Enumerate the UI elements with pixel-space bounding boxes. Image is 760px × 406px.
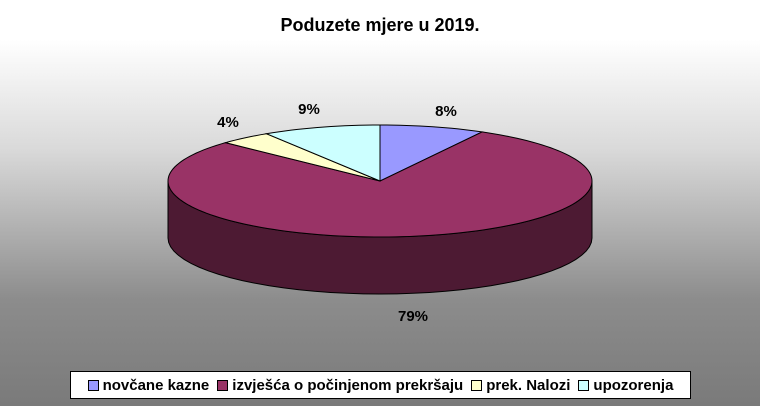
- legend-item-upozorenja: upozorenja: [578, 377, 673, 394]
- legend-swatch: [217, 379, 229, 391]
- pie-slice: [379, 124, 484, 182]
- legend-swatch: [87, 379, 99, 391]
- legend-item-prek-nalozi: prek. Nalozi: [471, 377, 570, 394]
- chart-title: Poduzete mjere u 2019.: [280, 15, 479, 35]
- pie-tops: [167, 124, 593, 238]
- slice-data-label: 8%: [435, 103, 457, 120]
- pie-labels: 8% 79% 4% 9%: [217, 101, 457, 325]
- slice-data-label: 79%: [398, 308, 428, 325]
- legend-label: novčane kazne: [102, 376, 210, 394]
- legend-label: prek. Nalozi: [486, 376, 571, 394]
- slice-data-label: 9%: [298, 101, 320, 118]
- legend-item-izvjesca: izvješća o počinjenom prekršaju: [217, 377, 463, 394]
- pie-slice: [223, 133, 381, 182]
- legend-label: izvješća o počinjenom prekršaju: [232, 376, 464, 394]
- legend-swatch: [578, 379, 590, 391]
- pie-slice: [167, 131, 593, 238]
- pie-slice: [264, 124, 381, 182]
- slice-data-label: 4%: [217, 114, 239, 131]
- legend-swatch: [471, 379, 483, 391]
- legend-item-novcane-kazne: novčane kazne: [87, 376, 210, 394]
- chart-legend: novčane kazne izvješća o počinjenom prek…: [70, 371, 691, 399]
- legend-label: upozorenja: [593, 376, 674, 394]
